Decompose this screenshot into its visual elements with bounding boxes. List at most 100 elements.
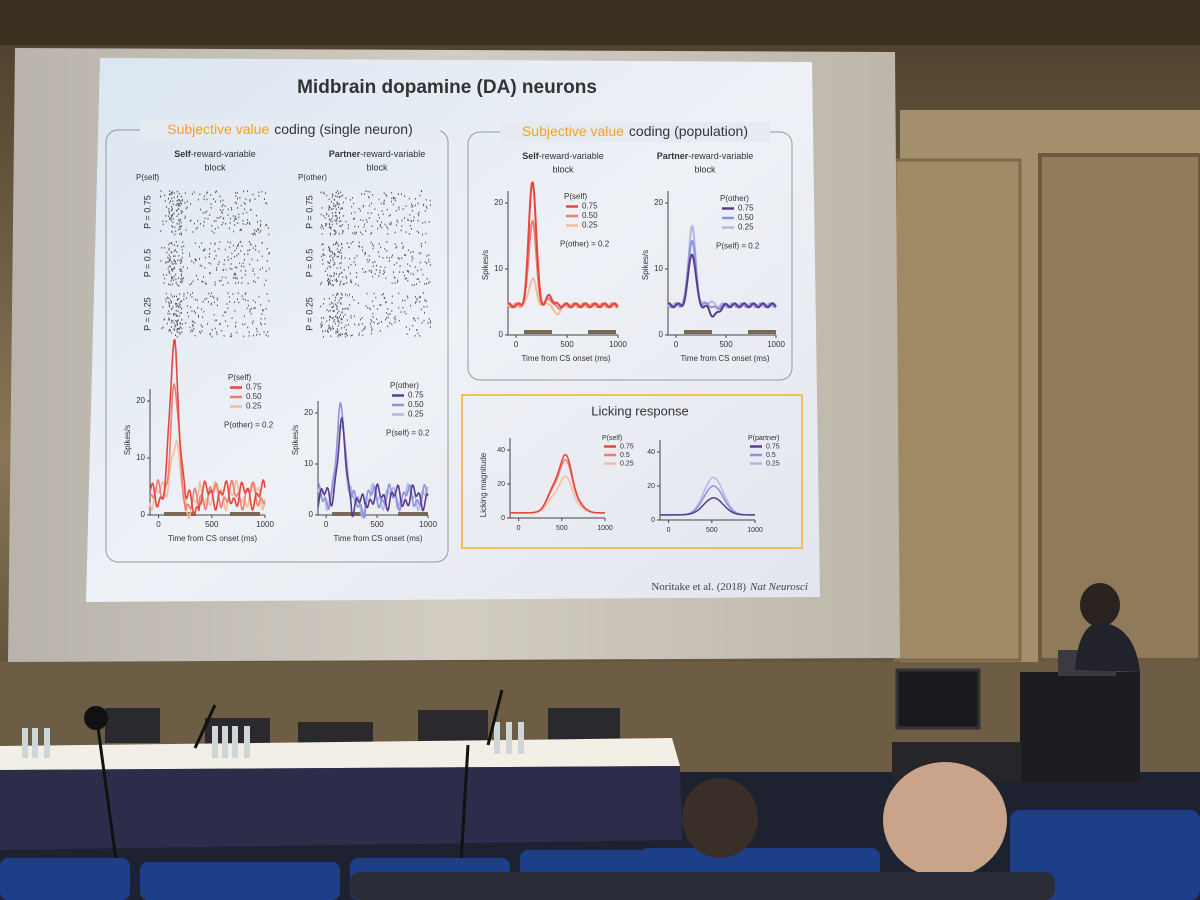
raster-tick [328,327,330,330]
raster-tick [179,202,181,204]
raster-tick [232,293,234,295]
raster-tick [253,280,255,282]
raster-tick [221,212,223,214]
raster-tick [337,320,339,322]
raster-tick [356,231,357,234]
raster-tick [336,255,338,258]
raster-tick [340,272,342,275]
raster-tick [411,255,413,258]
raster-tick [421,322,423,324]
raster-tick [366,292,368,295]
raster-tick [333,202,335,205]
raster-tick [398,258,400,260]
raster-tick [347,224,349,226]
raster-tick [177,298,179,300]
raster-tick [370,241,372,244]
raster-tick [168,318,170,321]
raster-tick [332,316,334,319]
raster-tick [419,261,421,264]
raster-tick [179,293,181,295]
raster-tick [321,207,323,209]
raster-tick [422,233,423,236]
raster-tick [405,277,407,279]
raster-tick [429,199,431,202]
raster-tick [223,263,225,266]
raster-tick [327,283,329,286]
raster-tick [262,309,264,312]
raster-tick [181,280,183,283]
chair [418,710,488,742]
raster-tick [338,275,340,278]
raster-tick [258,228,259,231]
raster-tick [216,304,218,307]
raster-tick [170,219,172,222]
raster-tick [372,312,374,315]
raster-tick [377,251,379,254]
y-axis-label: Spikes/s [291,425,300,455]
raster-tick [204,267,206,269]
raster-tick [176,315,178,317]
raster-tick [334,263,336,265]
raster-tick [210,263,212,265]
raster-tick [214,228,216,230]
raster-tick [229,241,231,244]
raster-tick [405,205,407,207]
raster-tick [166,274,168,276]
raster-tick [407,218,409,221]
raster-tick [334,219,336,222]
raster-tick [404,195,406,197]
raster-tick [404,311,405,313]
raster-tick [235,192,236,194]
raster-tick [324,192,326,195]
raster-tick [160,260,162,262]
raster-tick [164,200,166,202]
raster-tick [262,266,263,269]
raster-tick [168,212,170,215]
raster-tick [385,194,387,196]
raster-tick [387,233,389,235]
raster-tick [170,326,172,328]
raster-tick [328,222,330,225]
raster-tick [227,214,229,216]
raster-tick [171,193,173,195]
raster-tick [372,247,374,250]
raster-tick [190,330,192,333]
raster-tick [232,244,234,247]
raster-tick [378,255,380,258]
raster-tick [236,244,238,247]
raster-tick [351,281,353,283]
raster-tick [333,261,335,264]
x-tick-label: 1000 [609,340,627,349]
raster-tick [177,319,179,321]
raster-tick [336,195,338,198]
raster-tick [349,293,350,296]
raster-tick [169,283,171,286]
raster-tick [224,248,226,251]
raster-tick [346,294,348,297]
raster-tick [262,309,263,311]
raster-tick [174,302,176,305]
raster-tick [386,208,388,211]
y-tick-label: 0 [651,517,655,524]
raster-tick [338,206,340,209]
raster-tick [256,334,258,336]
raster-tick [214,243,216,246]
raster-tick [197,278,199,281]
raster-tick [370,202,372,205]
raster-tick [390,223,392,226]
raster-tick [247,253,249,255]
raster-tick [260,230,262,232]
raster-tick [211,230,213,233]
raster-tick [423,319,425,322]
raster-tick [237,292,239,294]
raster-tick [332,208,334,210]
raster-tick [322,263,324,265]
raster-tick [180,195,182,198]
raster-tick [404,254,406,256]
raster-tick [199,193,201,196]
raster-tick [323,303,324,305]
raster-tick [364,325,366,328]
raster-tick [326,267,328,270]
raster-tick [391,302,393,304]
cs-bar [164,512,196,516]
